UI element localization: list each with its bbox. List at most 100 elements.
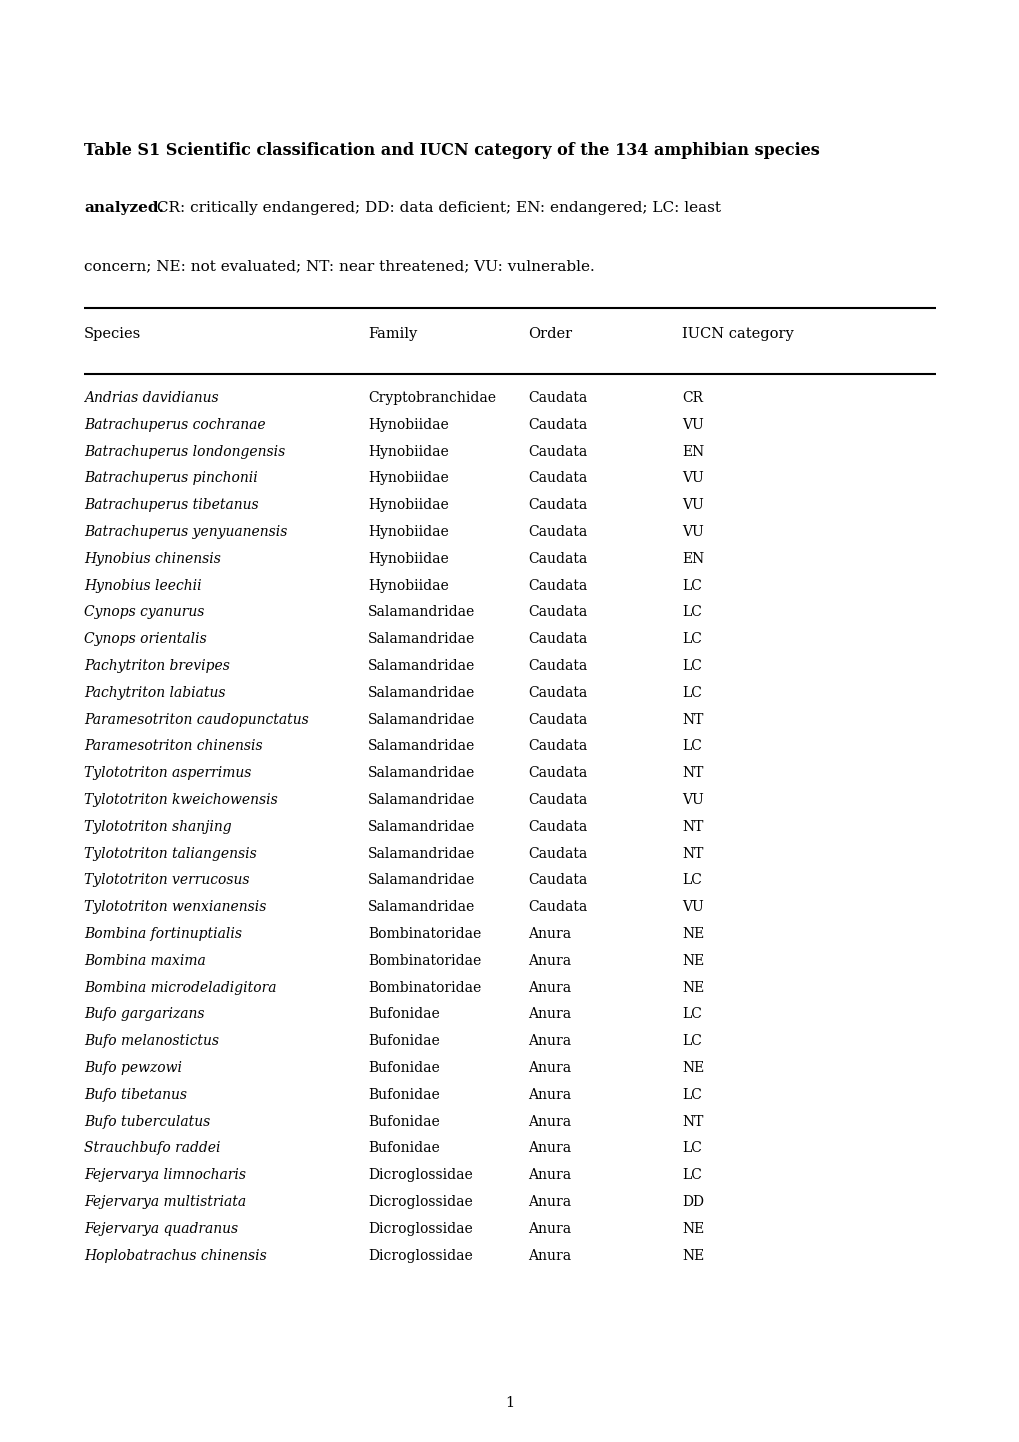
Text: Bombina fortinuptialis: Bombina fortinuptialis xyxy=(84,927,242,942)
Text: Dicroglossidae: Dicroglossidae xyxy=(368,1195,472,1208)
Text: Salamandridae: Salamandridae xyxy=(368,632,475,646)
Text: Cynops orientalis: Cynops orientalis xyxy=(84,632,207,646)
Text: Hynobiidae: Hynobiidae xyxy=(368,578,448,593)
Text: Caudata: Caudata xyxy=(528,820,587,833)
Text: VU: VU xyxy=(682,418,703,431)
Text: Anura: Anura xyxy=(528,927,571,942)
Text: Bufo gargarizans: Bufo gargarizans xyxy=(84,1008,204,1021)
Text: Bufo tibetanus: Bufo tibetanus xyxy=(84,1087,186,1102)
Text: Salamandridae: Salamandridae xyxy=(368,820,475,833)
Text: Batrachuperus pinchonii: Batrachuperus pinchonii xyxy=(84,472,258,486)
Text: NT: NT xyxy=(682,820,703,833)
Text: Anura: Anura xyxy=(528,981,571,995)
Text: Bombinatoridae: Bombinatoridae xyxy=(368,953,481,968)
Text: Bufo tuberculatus: Bufo tuberculatus xyxy=(84,1115,210,1129)
Text: Hynobiidae: Hynobiidae xyxy=(368,552,448,565)
Text: Caudata: Caudata xyxy=(528,391,587,405)
Text: Species: Species xyxy=(84,327,141,340)
Text: Salamandridae: Salamandridae xyxy=(368,740,475,753)
Text: Caudata: Caudata xyxy=(528,606,587,620)
Text: Salamandridae: Salamandridae xyxy=(368,686,475,699)
Text: Dicroglossidae: Dicroglossidae xyxy=(368,1221,472,1236)
Text: NE: NE xyxy=(682,927,703,942)
Text: Caudata: Caudata xyxy=(528,712,587,727)
Text: LC: LC xyxy=(682,606,701,620)
Text: Table S1 Scientific classification and IUCN category of the 134 amphibian specie: Table S1 Scientific classification and I… xyxy=(84,141,819,159)
Text: Tylototriton taliangensis: Tylototriton taliangensis xyxy=(84,846,257,861)
Text: Anura: Anura xyxy=(528,1168,571,1182)
Text: LC: LC xyxy=(682,740,701,753)
Text: Hynobius chinensis: Hynobius chinensis xyxy=(84,552,221,565)
Text: Tylototriton verrucosus: Tylototriton verrucosus xyxy=(84,874,250,887)
Text: Caudata: Caudata xyxy=(528,525,587,539)
Text: IUCN category: IUCN category xyxy=(682,327,793,340)
Text: LC: LC xyxy=(682,1034,701,1048)
Text: VU: VU xyxy=(682,472,703,486)
Text: Cynops cyanurus: Cynops cyanurus xyxy=(84,606,204,620)
Text: Bufo pewzowi: Bufo pewzowi xyxy=(84,1061,181,1074)
Text: LC: LC xyxy=(682,659,701,673)
Text: LC: LC xyxy=(682,578,701,593)
Text: Salamandridae: Salamandridae xyxy=(368,900,475,914)
Text: Hynobiidae: Hynobiidae xyxy=(368,497,448,512)
Text: Hynobiidae: Hynobiidae xyxy=(368,525,448,539)
Text: Fejervarya limnocharis: Fejervarya limnocharis xyxy=(84,1168,246,1182)
Text: Hynobiidae: Hynobiidae xyxy=(368,444,448,459)
Text: LC: LC xyxy=(682,1087,701,1102)
Text: LC: LC xyxy=(682,632,701,646)
Text: Anura: Anura xyxy=(528,953,571,968)
Text: NT: NT xyxy=(682,712,703,727)
Text: NE: NE xyxy=(682,1249,703,1263)
Text: Bufonidae: Bufonidae xyxy=(368,1142,439,1155)
Text: Fejervarya quadranus: Fejervarya quadranus xyxy=(84,1221,237,1236)
Text: Order: Order xyxy=(528,327,572,340)
Text: Hynobiidae: Hynobiidae xyxy=(368,418,448,431)
Text: Caudata: Caudata xyxy=(528,874,587,887)
Text: NT: NT xyxy=(682,1115,703,1129)
Text: Bombina maxima: Bombina maxima xyxy=(84,953,206,968)
Text: Pachytriton brevipes: Pachytriton brevipes xyxy=(84,659,229,673)
Text: Bufonidae: Bufonidae xyxy=(368,1008,439,1021)
Text: Bufonidae: Bufonidae xyxy=(368,1061,439,1074)
Text: LC: LC xyxy=(682,686,701,699)
Text: Anura: Anura xyxy=(528,1061,571,1074)
Text: NE: NE xyxy=(682,1061,703,1074)
Text: CR: critically endangered; DD: data deficient; EN: endangered; LC: least: CR: critically endangered; DD: data defi… xyxy=(152,200,720,215)
Text: Pachytriton labiatus: Pachytriton labiatus xyxy=(84,686,225,699)
Text: Bombina microdeladigitora: Bombina microdeladigitora xyxy=(84,981,276,995)
Text: LC: LC xyxy=(682,874,701,887)
Text: concern; NE: not evaluated; NT: near threatened; VU: vulnerable.: concern; NE: not evaluated; NT: near thr… xyxy=(84,260,594,273)
Text: Caudata: Caudata xyxy=(528,686,587,699)
Text: VU: VU xyxy=(682,900,703,914)
Text: Cryptobranchidae: Cryptobranchidae xyxy=(368,391,495,405)
Text: Caudata: Caudata xyxy=(528,552,587,565)
Text: Anura: Anura xyxy=(528,1221,571,1236)
Text: Tylototriton shanjing: Tylototriton shanjing xyxy=(84,820,231,833)
Text: Tylototriton wenxianensis: Tylototriton wenxianensis xyxy=(84,900,266,914)
Text: Salamandridae: Salamandridae xyxy=(368,793,475,808)
Text: Bombinatoridae: Bombinatoridae xyxy=(368,981,481,995)
Text: Batrachuperus londongensis: Batrachuperus londongensis xyxy=(84,444,285,459)
Text: VU: VU xyxy=(682,525,703,539)
Text: Bufonidae: Bufonidae xyxy=(368,1034,439,1048)
Text: Paramesotriton caudopunctatus: Paramesotriton caudopunctatus xyxy=(84,712,309,727)
Text: Hynobius leechii: Hynobius leechii xyxy=(84,578,202,593)
Text: Salamandridae: Salamandridae xyxy=(368,659,475,673)
Text: LC: LC xyxy=(682,1142,701,1155)
Text: Salamandridae: Salamandridae xyxy=(368,874,475,887)
Text: Strauchbufo raddei: Strauchbufo raddei xyxy=(84,1142,220,1155)
Text: Caudata: Caudata xyxy=(528,659,587,673)
Text: DD: DD xyxy=(682,1195,703,1208)
Text: Caudata: Caudata xyxy=(528,632,587,646)
Text: Caudata: Caudata xyxy=(528,900,587,914)
Text: Fejervarya multistriata: Fejervarya multistriata xyxy=(84,1195,246,1208)
Text: Caudata: Caudata xyxy=(528,418,587,431)
Text: Anura: Anura xyxy=(528,1195,571,1208)
Text: Salamandridae: Salamandridae xyxy=(368,846,475,861)
Text: Caudata: Caudata xyxy=(528,497,587,512)
Text: NE: NE xyxy=(682,953,703,968)
Text: NT: NT xyxy=(682,766,703,780)
Text: Anura: Anura xyxy=(528,1249,571,1263)
Text: NT: NT xyxy=(682,846,703,861)
Text: Dicroglossidae: Dicroglossidae xyxy=(368,1168,472,1182)
